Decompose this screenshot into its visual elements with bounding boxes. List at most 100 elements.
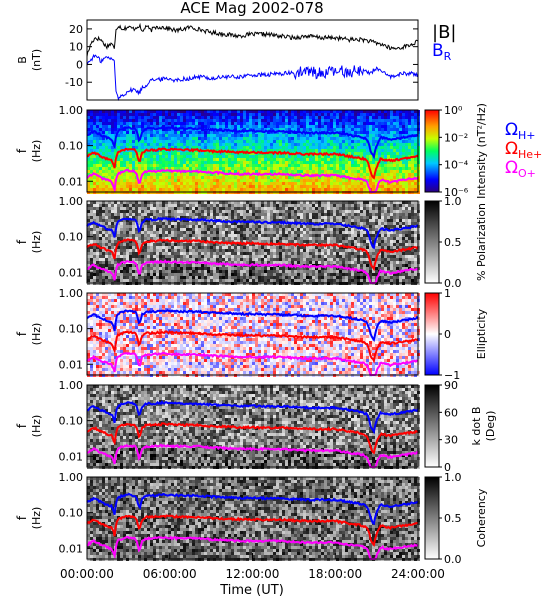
spectrogram-cell xyxy=(297,182,300,185)
spectrogram-cell xyxy=(111,240,114,243)
spectrogram-cell xyxy=(273,110,276,113)
spectrogram-cell xyxy=(387,116,390,119)
spectrogram-cell xyxy=(246,204,249,207)
spectrogram-cell xyxy=(168,182,171,185)
spectrogram-cell xyxy=(93,128,96,131)
spectrogram-cell xyxy=(213,155,216,158)
spectrogram-cell xyxy=(87,128,90,131)
spectrogram-cell xyxy=(258,182,261,185)
spectrogram-cell xyxy=(405,146,408,149)
spectrogram-cell xyxy=(309,167,312,170)
spectrogram-cell xyxy=(138,216,141,219)
spectrogram-cell xyxy=(375,185,378,188)
spectrogram-cell xyxy=(114,155,117,158)
spectrogram-cell xyxy=(174,158,177,161)
spectrogram-cell xyxy=(96,261,99,264)
spectrogram-cell xyxy=(132,125,135,128)
spectrogram-cell xyxy=(372,134,375,137)
spectrogram-cell xyxy=(339,179,342,182)
spectrogram-cell xyxy=(264,170,267,173)
spectrogram-cell xyxy=(192,255,195,258)
spectrogram-cell xyxy=(249,110,252,113)
spectrogram-cell xyxy=(102,249,105,252)
spectrogram-cell xyxy=(228,137,231,140)
spectrogram-cell xyxy=(393,182,396,185)
spectrogram-cell xyxy=(261,185,264,188)
spectrogram-cell xyxy=(381,146,384,149)
spectrogram-cell xyxy=(126,155,129,158)
spectrogram-cell xyxy=(102,234,105,237)
spectrogram-cell xyxy=(96,207,99,210)
spectrogram-cell xyxy=(264,237,267,240)
spectrogram-cell xyxy=(219,270,222,273)
spectrogram-cell xyxy=(105,207,108,210)
spectrogram-cell xyxy=(234,158,237,161)
spectrogram-cell xyxy=(255,249,258,252)
spectrogram-cell xyxy=(201,134,204,137)
spectrogram-cell xyxy=(159,267,162,270)
spectrogram-cell xyxy=(159,243,162,246)
spectrogram-cell xyxy=(117,246,120,249)
spectrogram-cell xyxy=(216,243,219,246)
spectrogram-cell xyxy=(207,185,210,188)
spectrogram-cell xyxy=(264,207,267,210)
spectrogram-cell xyxy=(120,158,123,161)
spectrogram-cell xyxy=(210,167,213,170)
spectrogram-cell xyxy=(243,255,246,258)
spectrogram-cell xyxy=(210,152,213,155)
spectrogram-cell xyxy=(123,182,126,185)
spectrogram-cell xyxy=(216,264,219,267)
spectrogram-cell xyxy=(186,264,189,267)
spectrogram-cell xyxy=(378,182,381,185)
spectrogram-cell xyxy=(243,170,246,173)
spectrogram-cell xyxy=(216,155,219,158)
spectrogram-cell xyxy=(261,182,264,185)
spectrogram-cell xyxy=(399,176,402,179)
spectrogram-cell xyxy=(279,201,282,204)
spectrogram-cell xyxy=(162,146,165,149)
spectrogram-cell xyxy=(138,176,141,179)
spectrogram-cell xyxy=(258,261,261,264)
spectrogram-cell xyxy=(303,149,306,152)
spectrogram-cell xyxy=(159,161,162,164)
spectrogram-cell xyxy=(264,222,267,225)
spectrogram-cell xyxy=(213,182,216,185)
spectrogram-cell xyxy=(198,116,201,119)
spectrogram-cell xyxy=(138,167,141,170)
spectrogram-cell xyxy=(219,140,222,143)
spectrogram-cell xyxy=(243,116,246,119)
spectrogram-cell xyxy=(192,246,195,249)
spectrogram-cell xyxy=(159,152,162,155)
spectrogram-cell xyxy=(297,185,300,188)
spectrogram-cell xyxy=(135,270,138,273)
spectrogram-cell xyxy=(384,155,387,158)
spectrogram-cell xyxy=(264,167,267,170)
spectrogram-cell xyxy=(120,270,123,273)
spectrogram-cell xyxy=(153,204,156,207)
y-tick-label: 0.01 xyxy=(59,175,84,188)
spectrogram-cell xyxy=(252,182,255,185)
spectrogram-cell xyxy=(231,185,234,188)
spectrogram-cell xyxy=(99,252,102,255)
spectrogram-cell xyxy=(330,140,333,143)
spectrogram-cell xyxy=(228,276,231,279)
spectrogram-cell xyxy=(96,231,99,234)
spectrogram-cell xyxy=(336,149,339,152)
spectrogram-cell xyxy=(336,122,339,125)
spectrogram-cell xyxy=(171,167,174,170)
spectrogram-cell xyxy=(354,176,357,179)
spectrogram-cell xyxy=(87,237,90,240)
spectrogram-cell xyxy=(369,122,372,125)
spectrogram-cell xyxy=(360,170,363,173)
spectrogram-cell xyxy=(339,134,342,137)
spectrogram-cell xyxy=(90,237,93,240)
spectrogram-cell xyxy=(291,146,294,149)
spectrogram-cell xyxy=(147,213,150,216)
spectrogram-cell xyxy=(210,116,213,119)
spectrogram-cell xyxy=(390,149,393,152)
spectrogram-cell xyxy=(378,119,381,122)
spectrogram-cell xyxy=(186,279,189,282)
spectrogram-cell xyxy=(402,116,405,119)
spectrogram-cell xyxy=(408,113,411,116)
spectrogram-cell xyxy=(180,116,183,119)
